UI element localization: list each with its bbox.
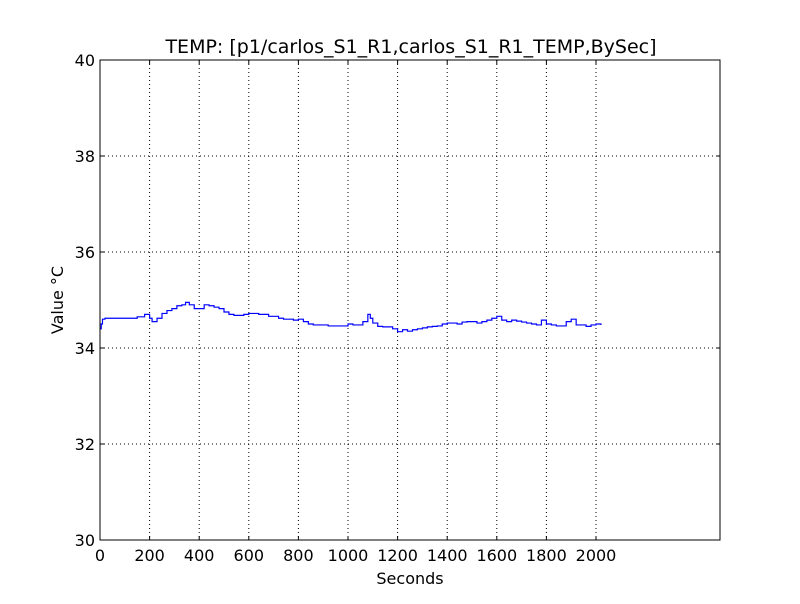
x-axis-label: Seconds xyxy=(376,569,443,588)
y-tick-labels: 30 32 34 36 38 40 xyxy=(75,51,95,550)
plot-area-frame xyxy=(99,59,721,541)
y-tick-label: 34 xyxy=(75,339,95,358)
chart-title: TEMP: [p1/carlos_S1_R1,carlos_S1_R1_TEMP… xyxy=(164,36,656,58)
x-tick-label: 0 xyxy=(95,546,105,565)
series-layer xyxy=(100,301,602,333)
x-tick-labels: 0 200 400 600 800 1000 1200 1400 1600 1800 2000 xyxy=(95,546,616,565)
y-tick-label: 36 xyxy=(75,243,95,262)
x-tick-label: 1000 xyxy=(328,546,369,565)
y-tick-label: 38 xyxy=(75,147,95,166)
axis-ticks xyxy=(99,59,720,541)
x-tick-label: 1200 xyxy=(377,546,418,565)
y-tick-label: 30 xyxy=(75,531,95,550)
x-tick-label: 200 xyxy=(134,546,165,565)
x-tick-label: 400 xyxy=(184,546,215,565)
x-tick-label: 2000 xyxy=(576,546,617,565)
y-tick-label: 40 xyxy=(75,51,95,70)
x-tick-label: 1800 xyxy=(526,546,567,565)
y-tick-label: 32 xyxy=(75,435,95,454)
x-tick-label: 1400 xyxy=(427,546,468,565)
x-tick-label: 600 xyxy=(234,546,265,565)
x-tick-label: 800 xyxy=(283,546,314,565)
series-line xyxy=(100,301,602,333)
grid-lines xyxy=(100,60,720,540)
x-tick-label: 1600 xyxy=(476,546,517,565)
y-axis-label: Value °C xyxy=(48,266,67,334)
